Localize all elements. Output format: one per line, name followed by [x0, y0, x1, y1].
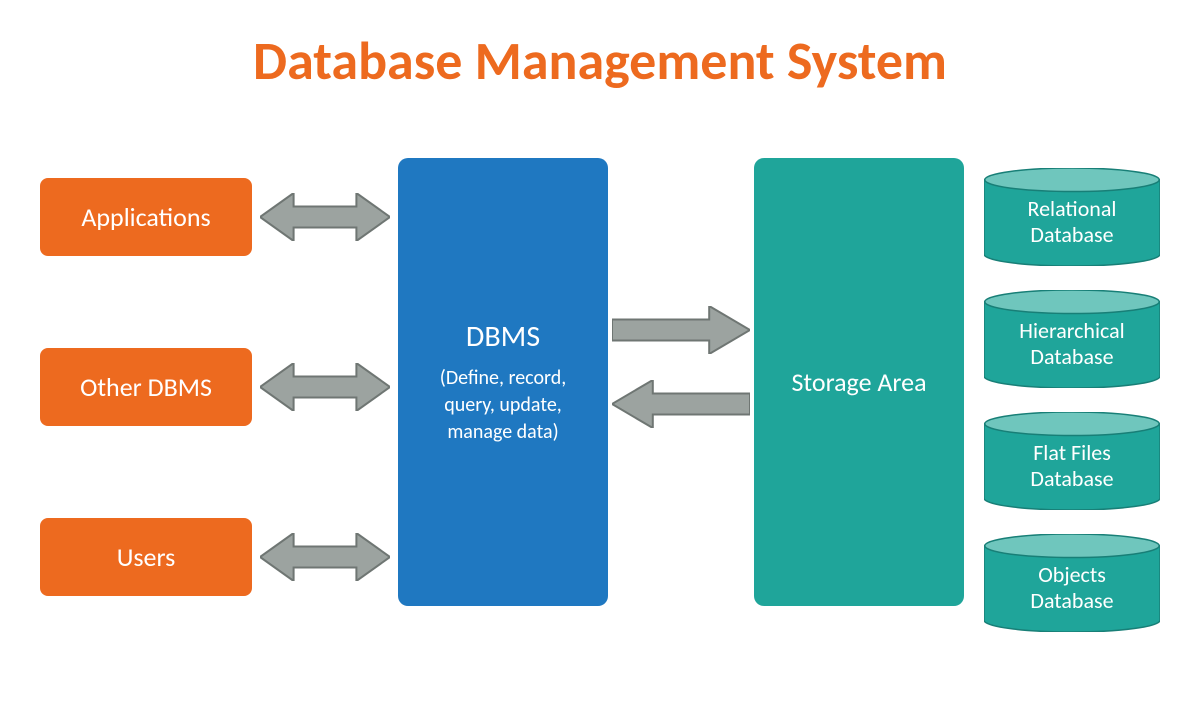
- client-box-label: Users: [117, 541, 176, 574]
- client-box: Users: [40, 518, 252, 596]
- bidirectional-arrow-icon: [260, 533, 390, 586]
- arrow-right-icon: [612, 306, 750, 359]
- dbms-subtitle-line: (Define, record,: [440, 366, 566, 390]
- arrow-left-icon: [612, 380, 750, 433]
- database-cylinder-label: HierarchicalDatabase: [1019, 308, 1124, 370]
- database-cylinder-label: Flat FilesDatabase: [1030, 430, 1113, 492]
- bidirectional-arrow-icon: [260, 193, 390, 246]
- database-cylinder-label: RelationalDatabase: [1028, 186, 1117, 248]
- database-cylinder-label: ObjectsDatabase: [1030, 552, 1113, 614]
- bidirectional-arrow-icon: [260, 363, 390, 416]
- dbms-subtitle-line: manage data): [447, 420, 558, 444]
- client-box: Applications: [40, 178, 252, 256]
- dbms-subtitle: (Define, record, query, update, manage dat…: [440, 365, 566, 446]
- database-cylinder: RelationalDatabase: [984, 168, 1160, 266]
- dbms-box: DBMS (Define, record, query, update, manag…: [398, 158, 608, 606]
- dbms-title: DBMS: [466, 318, 540, 356]
- diagram-title: Database Management System: [0, 28, 1200, 94]
- client-box-label: Applications: [81, 201, 210, 234]
- dbms-subtitle-line: query, update,: [444, 393, 562, 417]
- storage-area-box: Storage Area: [754, 158, 964, 606]
- database-cylinder: HierarchicalDatabase: [984, 290, 1160, 388]
- client-box: Other DBMS: [40, 348, 252, 426]
- client-box-label: Other DBMS: [80, 371, 212, 404]
- database-cylinder: ObjectsDatabase: [984, 534, 1160, 632]
- database-cylinder: Flat FilesDatabase: [984, 412, 1160, 510]
- storage-area-label: Storage Area: [791, 366, 926, 399]
